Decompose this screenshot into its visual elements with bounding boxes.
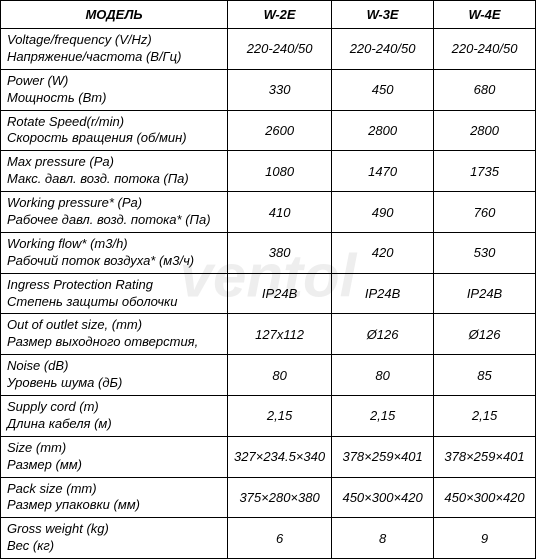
- row-value: 530: [434, 232, 536, 273]
- row-label: Out of outlet size, (mm)Размер выходного…: [1, 314, 228, 355]
- header-model: МОДЕЛЬ: [1, 1, 228, 29]
- row-value: 760: [434, 192, 536, 233]
- row-label: Supply cord (m)Длина кабеля (м): [1, 396, 228, 437]
- row-value: 410: [228, 192, 332, 233]
- row-value: 327×234.5×340: [228, 436, 332, 477]
- header-w2e: W-2E: [228, 1, 332, 29]
- row-value: 450: [332, 69, 434, 110]
- row-value: 375×280×380: [228, 477, 332, 518]
- row-label: Pack size (mm)Размер упаковки (мм): [1, 477, 228, 518]
- row-value: 330: [228, 69, 332, 110]
- row-value: 450×300×420: [332, 477, 434, 518]
- table-row: Max pressure (Pa)Макс. давл. возд. поток…: [1, 151, 536, 192]
- row-value: 2600: [228, 110, 332, 151]
- row-value: 680: [434, 69, 536, 110]
- row-value: 127x112: [228, 314, 332, 355]
- row-value: 420: [332, 232, 434, 273]
- row-value: 1080: [228, 151, 332, 192]
- row-label: Noise (dB)Уровень шума (дБ): [1, 355, 228, 396]
- row-value: 220-240/50: [228, 29, 332, 70]
- row-value: IP24B: [332, 273, 434, 314]
- row-label: Rotate Speed(r/min)Скорость вращения (об…: [1, 110, 228, 151]
- table-row: Out of outlet size, (mm)Размер выходного…: [1, 314, 536, 355]
- row-label: Power (W)Мощность (Вт): [1, 69, 228, 110]
- row-value: 378×259×401: [332, 436, 434, 477]
- table-row: Pack size (mm)Размер упаковки (мм)375×28…: [1, 477, 536, 518]
- table-row: Rotate Speed(r/min)Скорость вращения (об…: [1, 110, 536, 151]
- row-label: Ingress Protection RatingСтепень защиты …: [1, 273, 228, 314]
- row-value: 8: [332, 518, 434, 559]
- row-value: 2800: [332, 110, 434, 151]
- table-row: Power (W)Мощность (Вт)330450680: [1, 69, 536, 110]
- row-value: 220-240/50: [332, 29, 434, 70]
- row-value: 450×300×420: [434, 477, 536, 518]
- row-value: 1470: [332, 151, 434, 192]
- header-w3e: W-3E: [332, 1, 434, 29]
- row-value: IP24B: [228, 273, 332, 314]
- row-value: 80: [332, 355, 434, 396]
- row-value: 9: [434, 518, 536, 559]
- row-value: Ø126: [332, 314, 434, 355]
- row-value: 1735: [434, 151, 536, 192]
- row-value: 380: [228, 232, 332, 273]
- row-value: 80: [228, 355, 332, 396]
- spec-table: МОДЕЛЬ W-2E W-3E W-4E Voltage/frequency …: [0, 0, 536, 559]
- row-value: Ø126: [434, 314, 536, 355]
- table-row: Gross weight (kg)Вес (кг)689: [1, 518, 536, 559]
- row-label: Working flow* (m3/h)Рабочий поток воздух…: [1, 232, 228, 273]
- row-label: Max pressure (Pa)Макс. давл. возд. поток…: [1, 151, 228, 192]
- row-value: 85: [434, 355, 536, 396]
- table-row: Working pressure* (Pa)Рабочее давл. возд…: [1, 192, 536, 233]
- table-row: Working flow* (m3/h)Рабочий поток воздух…: [1, 232, 536, 273]
- row-label: Voltage/frequency (V/Hz)Напряжение/часто…: [1, 29, 228, 70]
- row-value: 2,15: [434, 396, 536, 437]
- row-value: 2,15: [332, 396, 434, 437]
- table-row: Supply cord (m)Длина кабеля (м)2,152,152…: [1, 396, 536, 437]
- row-value: 2800: [434, 110, 536, 151]
- table-row: Size (mm)Размер (мм)327×234.5×340378×259…: [1, 436, 536, 477]
- table-row: Noise (dB)Уровень шума (дБ)808085: [1, 355, 536, 396]
- row-label: Gross weight (kg)Вес (кг): [1, 518, 228, 559]
- row-value: 220-240/50: [434, 29, 536, 70]
- table-row: Voltage/frequency (V/Hz)Напряжение/часто…: [1, 29, 536, 70]
- table-row: Ingress Protection RatingСтепень защиты …: [1, 273, 536, 314]
- table-body: Voltage/frequency (V/Hz)Напряжение/часто…: [1, 29, 536, 559]
- row-value: 2,15: [228, 396, 332, 437]
- header-w4e: W-4E: [434, 1, 536, 29]
- header-row: МОДЕЛЬ W-2E W-3E W-4E: [1, 1, 536, 29]
- row-label: Size (mm)Размер (мм): [1, 436, 228, 477]
- row-value: 6: [228, 518, 332, 559]
- row-value: 490: [332, 192, 434, 233]
- row-label: Working pressure* (Pa)Рабочее давл. возд…: [1, 192, 228, 233]
- row-value: IP24B: [434, 273, 536, 314]
- row-value: 378×259×401: [434, 436, 536, 477]
